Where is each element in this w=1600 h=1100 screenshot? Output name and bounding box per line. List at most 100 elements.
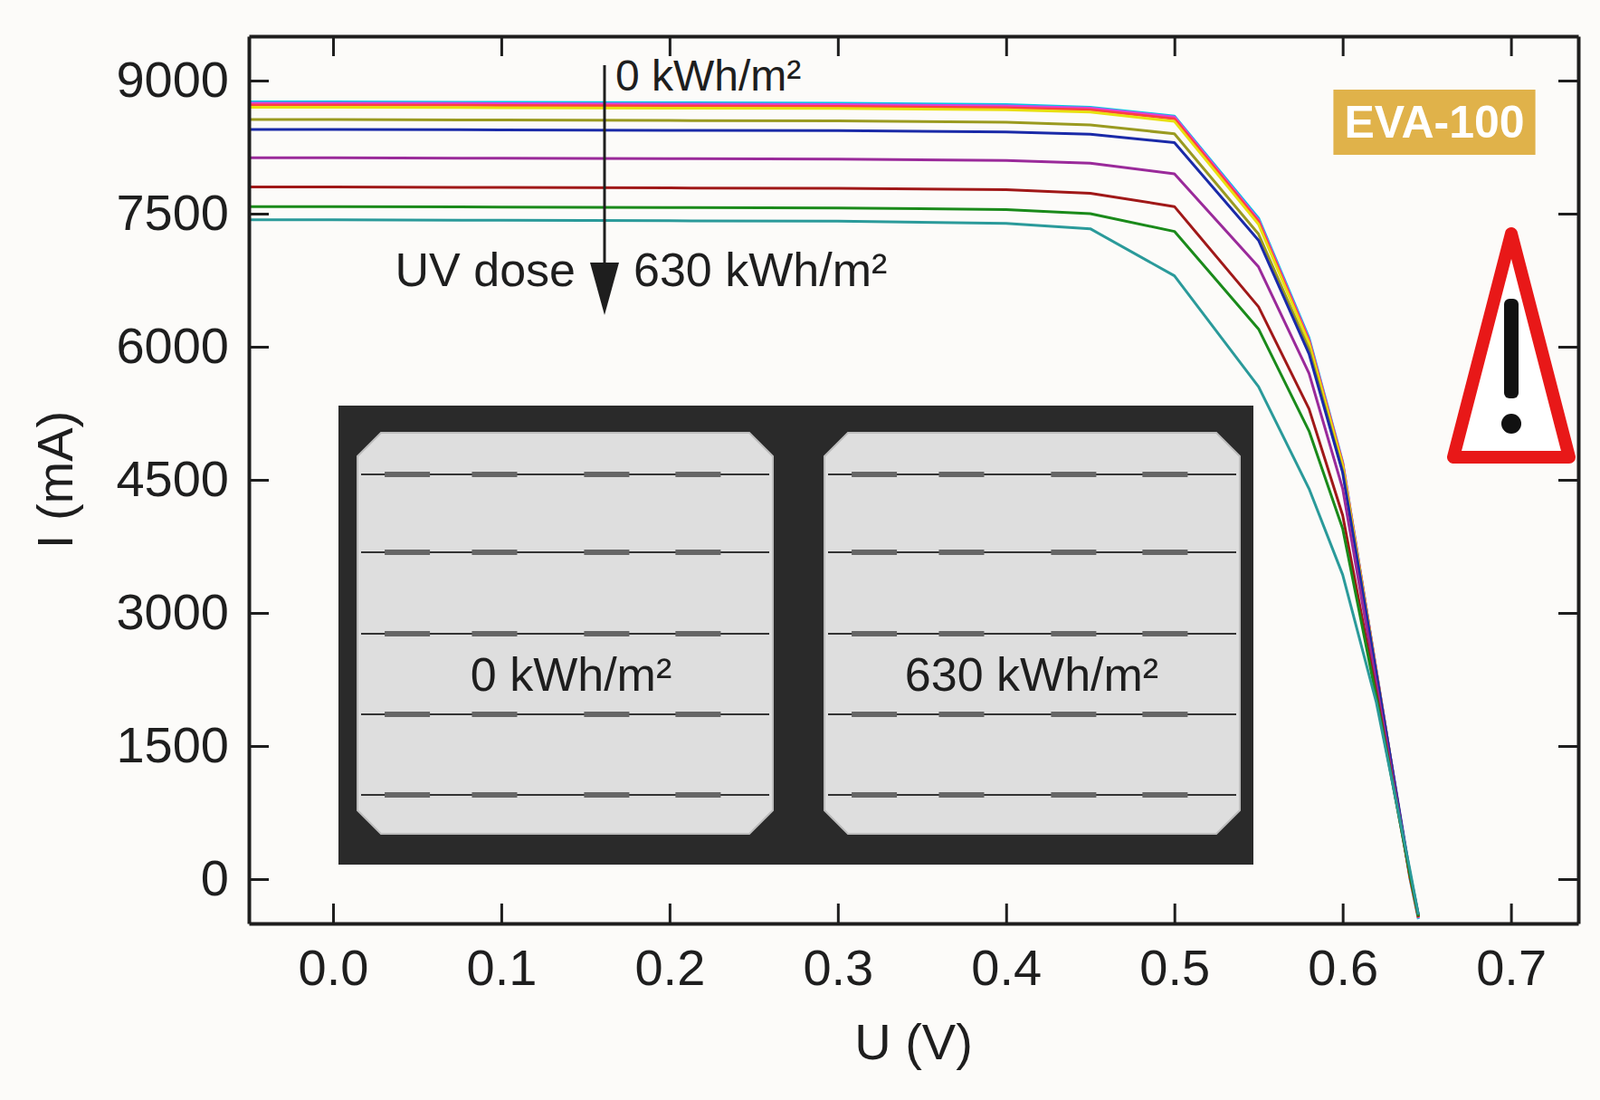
solder-pad	[1050, 711, 1096, 717]
tick: 9000	[115, 50, 269, 108]
solder-pad	[1142, 630, 1188, 637]
solder-pad	[675, 791, 721, 798]
tick: 4500	[115, 449, 269, 507]
tick: 0.6	[1307, 903, 1379, 996]
tick	[1558, 745, 1579, 747]
solder-pad	[851, 471, 897, 477]
iu-curve	[248, 157, 1419, 916]
chart-svg: 0 kWh/m²630 kWh/m²0.00.10.20.30.40.50.60…	[0, 0, 1600, 1100]
tick: 7500	[115, 183, 269, 241]
tick-mark	[248, 744, 269, 748]
tick	[333, 36, 334, 57]
axis-line	[249, 922, 1580, 926]
y-axis-right	[1558, 37, 1580, 924]
tick-label: 0.4	[971, 938, 1042, 996]
solder-pad	[384, 791, 430, 798]
tick-label: 0.5	[1139, 938, 1210, 996]
x-axis: 0.00.10.20.30.40.50.60.7	[249, 903, 1580, 996]
y-axis: 0 1500 3000 4500 6000 7500 9000	[115, 37, 269, 924]
tick-mark	[248, 478, 269, 482]
tick-mark	[332, 36, 335, 57]
annotation: 0 kWh/m²	[615, 51, 801, 100]
tick	[838, 36, 839, 57]
tick-mark	[1510, 903, 1514, 924]
tick: 0.0	[298, 903, 370, 996]
solder-pad	[471, 630, 517, 637]
tick-label: 7500	[115, 183, 229, 241]
tick	[1342, 36, 1344, 57]
warning-bar	[1504, 298, 1519, 399]
tick-label: 0	[200, 848, 229, 906]
tick-mark	[1342, 36, 1345, 57]
tick-mark	[500, 36, 504, 57]
solder-pad	[384, 549, 430, 555]
tick-mark	[837, 36, 840, 57]
tick-mark	[500, 903, 504, 924]
solder-pad	[583, 471, 629, 477]
tick-mark	[1173, 36, 1177, 57]
badge-label: EVA-100	[1343, 96, 1524, 148]
tick-mark	[1558, 611, 1579, 615]
solder-pad	[583, 791, 629, 798]
tick-mark	[1005, 36, 1009, 57]
iu-curve	[248, 187, 1419, 918]
tick-label: 0.0	[298, 938, 370, 996]
solar-cell	[357, 432, 773, 834]
tick	[1511, 36, 1513, 57]
tick-label: 6000	[115, 316, 229, 374]
tick: 6000	[115, 316, 269, 374]
plot-area	[248, 102, 1419, 920]
tick-label: 0.7	[1476, 938, 1547, 996]
solder-pad	[1050, 549, 1096, 555]
solder-pad	[471, 791, 517, 798]
solder-pad	[675, 711, 721, 717]
solder-pad	[851, 791, 897, 798]
solder-pad	[1142, 791, 1188, 798]
x-axis-top	[249, 36, 1580, 57]
warning-triangle	[1453, 233, 1570, 458]
axis-line	[249, 35, 1580, 39]
solar-cell	[824, 432, 1240, 834]
tick-mark	[1558, 79, 1579, 83]
inset-label: 630 kWh/m²	[904, 647, 1159, 701]
chart-container: 0 kWh/m²630 kWh/m²0.00.10.20.30.40.50.60…	[0, 0, 1600, 1100]
tick: 1500	[115, 715, 269, 773]
warning-sign	[1453, 233, 1570, 458]
annotation: 630 kWh/m²	[633, 243, 887, 296]
tick-mark	[1510, 36, 1514, 57]
solder-pad	[1142, 471, 1188, 477]
tick-mark	[1558, 877, 1579, 881]
x-axis-title: U (V)	[854, 1012, 973, 1070]
tick: 0	[200, 848, 269, 906]
tick-label: 4500	[115, 449, 229, 507]
iu-curve	[248, 206, 1419, 916]
solder-pad	[1050, 471, 1096, 477]
badge-box	[1333, 89, 1535, 155]
iu-curve	[248, 103, 1419, 918]
tick-mark	[668, 903, 672, 924]
inset-label: 0 kWh/m²	[470, 647, 672, 701]
tick: 0.4	[971, 903, 1042, 996]
solder-pad	[938, 471, 984, 477]
solder-pad	[675, 630, 721, 637]
solder-pad	[851, 630, 897, 637]
tick-mark	[248, 79, 269, 83]
tick-mark	[1558, 478, 1579, 482]
tick-mark	[1558, 212, 1579, 216]
solder-pad	[1050, 791, 1096, 798]
solder-pad	[1142, 549, 1188, 555]
solder-pad	[384, 471, 430, 477]
solder-pad	[938, 711, 984, 717]
tick-label: 0.1	[466, 938, 537, 996]
tick-mark	[1173, 903, 1177, 924]
background	[0, 0, 1600, 1100]
tick	[1558, 80, 1579, 82]
tick: 0.2	[634, 903, 705, 996]
solder-pad	[471, 549, 517, 555]
tick: 0.1	[466, 903, 537, 996]
iu-curve	[248, 106, 1419, 917]
solder-pad	[938, 630, 984, 637]
tick-label: 1500	[115, 715, 229, 773]
tick-label: 3000	[115, 582, 229, 640]
solder-pad	[851, 711, 897, 717]
